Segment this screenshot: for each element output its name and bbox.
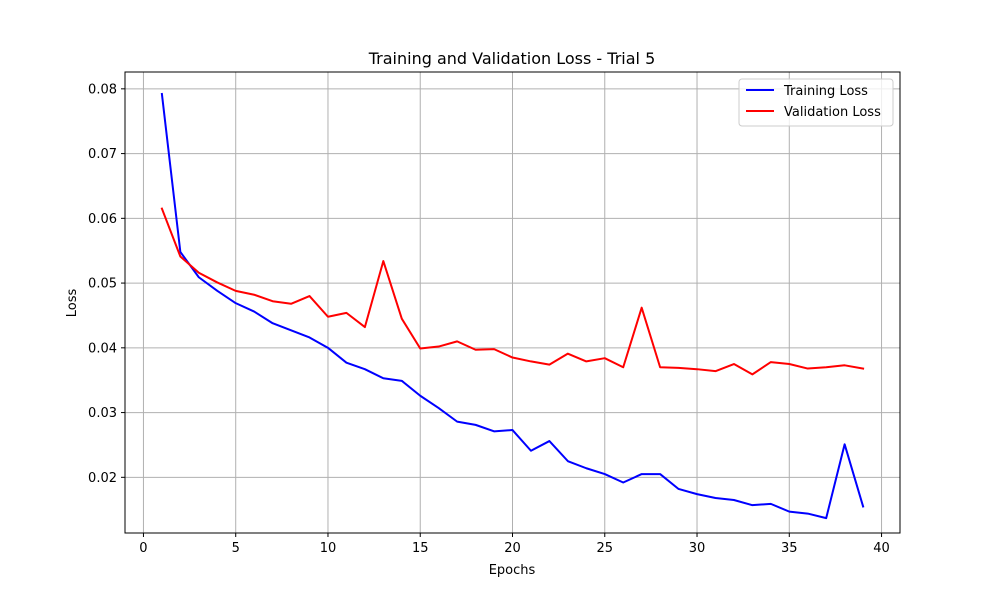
x-tick-label: 15 bbox=[412, 541, 429, 556]
x-tick-label: 5 bbox=[232, 541, 240, 556]
x-axis-ticks: 0 5 10 15 20 25 30 35 40 bbox=[139, 533, 890, 556]
legend: Training Loss Validation Loss bbox=[738, 78, 894, 127]
x-axis-label: Epochs bbox=[489, 563, 536, 578]
y-tick-label: 0.05 bbox=[88, 277, 117, 292]
y-tick-label: 0.03 bbox=[88, 406, 117, 421]
x-tick-label: 0 bbox=[139, 541, 147, 556]
legend-label-training: Training Loss bbox=[783, 84, 868, 99]
x-tick-label: 35 bbox=[781, 541, 798, 556]
y-tick-label: 0.04 bbox=[88, 341, 117, 356]
x-tick-label: 10 bbox=[320, 541, 337, 556]
x-tick-label: 40 bbox=[873, 541, 890, 556]
series-line-training bbox=[160, 92, 865, 520]
x-tick-label: 25 bbox=[596, 541, 613, 556]
y-tick-label: 0.07 bbox=[88, 147, 117, 162]
chart-title: Training and Validation Loss - Trial 5 bbox=[368, 49, 656, 68]
series-lines bbox=[160, 92, 865, 520]
grid bbox=[125, 72, 900, 533]
series-line-validation bbox=[160, 207, 865, 376]
legend-box bbox=[738, 78, 894, 127]
legend-label-validation: Validation Loss bbox=[784, 105, 881, 120]
x-tick-label: 30 bbox=[689, 541, 706, 556]
y-tick-label: 0.02 bbox=[88, 471, 117, 486]
y-axis-ticks: 0.02 0.03 0.04 0.05 0.06 0.07 0.08 bbox=[88, 82, 125, 486]
y-axis-label: Loss bbox=[65, 289, 80, 318]
y-tick-label: 0.08 bbox=[88, 82, 117, 97]
x-tick-label: 20 bbox=[504, 541, 521, 556]
y-tick-label: 0.06 bbox=[88, 212, 117, 227]
